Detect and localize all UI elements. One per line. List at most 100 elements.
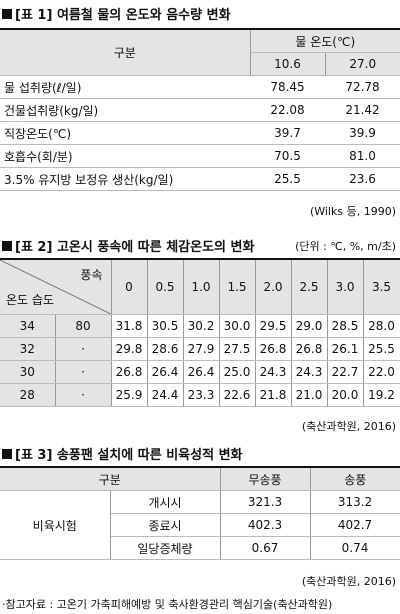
cell: 25.9: [111, 383, 148, 407]
cell: ·: [55, 383, 112, 407]
header-cell: 구분: [0, 29, 251, 76]
cell: 30.2: [183, 314, 220, 338]
cell: 21.0: [291, 383, 328, 407]
cell: 22.7: [327, 360, 364, 384]
cell: 31.8: [111, 314, 148, 338]
cell: 22.0: [363, 360, 400, 384]
cell: 402.3: [220, 513, 311, 537]
cell: 29.5: [255, 314, 292, 338]
header-cell: 송풍: [310, 467, 400, 491]
cell: 27.9: [183, 337, 220, 361]
header-row: 10.6 27.0: [0, 52, 400, 76]
cell: 26.4: [183, 360, 220, 384]
cell: 26.8: [255, 337, 292, 361]
cell: 건물섭취량(kg/일): [0, 98, 250, 122]
cell: 종료시: [110, 513, 221, 537]
row: 호흡수(회/분) 70.5 81.0: [0, 144, 400, 168]
cell: 26.4: [147, 360, 184, 384]
bullet: [2, 240, 12, 251]
cell: 22.08: [250, 98, 325, 122]
cell: 70.5: [250, 144, 325, 168]
row: 비육시험 개시시 321.3 313.2: [0, 490, 400, 560]
source: (Wilks 등, 1990): [309, 205, 396, 218]
row: 30 · 26.8 26.4 26.4 25.0 24.3 24.3 22.7 22.0: [0, 360, 400, 384]
cell: 24.4: [147, 383, 184, 407]
table: 구분 물 온도(℃) 10.6 27.0 물 섭취량(ℓ/일) 78.45 72.78 건물섭…: [0, 28, 400, 191]
header-cell: 10.6: [250, 52, 326, 76]
header-cell: 3.5: [363, 259, 400, 315]
table-title-row: [표 1] 여름철 물의 온도와 음수량 변화: [2, 4, 231, 23]
cell: 78.45: [250, 75, 325, 99]
cell: 26.1: [327, 337, 364, 361]
header-row: 구분 물 온도(℃): [0, 29, 400, 76]
header-cell: 27.0: [325, 52, 400, 76]
bullet: [2, 448, 12, 459]
header-label: 온도 습도: [6, 293, 54, 307]
cell: 0.67: [220, 536, 311, 560]
cell: 402.7: [310, 513, 400, 537]
cell: 30.0: [219, 314, 256, 338]
cell: 28.5: [327, 314, 364, 338]
header-label: 풍속: [80, 268, 103, 282]
cell: 39.9: [325, 121, 400, 145]
cell: 81.0: [325, 144, 400, 168]
cell: 21.42: [325, 98, 400, 122]
cell: 24.3: [291, 360, 328, 384]
header-cell: 3.0: [327, 259, 364, 315]
cell: 24.3: [255, 360, 292, 384]
cell: 23.6: [325, 167, 400, 191]
cell: 27.5: [219, 337, 256, 361]
cell: ·: [55, 337, 112, 361]
table-title: [표 2] 고온시 풍속에 따른 체감온도의 변화: [15, 240, 255, 255]
table: 구분 무송풍 송풍 비육시험 개시시 321.3 313.2 종료시 402.3 402.7 일당증…: [0, 466, 400, 560]
cell: 호흡수(회/분): [0, 144, 250, 168]
header-row: 구분 무송풍 송풍: [0, 467, 400, 491]
row: 일당증체량 0.67 0.74: [0, 536, 400, 560]
header-cell: 2.5: [291, 259, 328, 315]
cell: 29.8: [111, 337, 148, 361]
cell: 25.0: [219, 360, 256, 384]
cell: 23.3: [183, 383, 220, 407]
table-title-row: [표 2] 고온시 풍속에 따른 체감온도의 변화: [2, 236, 254, 255]
cell: 321.3: [220, 490, 311, 514]
row: 건물섭취량(kg/일) 22.08 21.42: [0, 98, 400, 122]
cell: 26.8: [291, 337, 328, 361]
row: 34 80 31.8 30.5 30.2 30.0 29.5 29.0 28.5 28.0: [0, 314, 400, 338]
cell: 물 섭취량(ℓ/일): [0, 75, 250, 99]
unit: (단위 : ℃, %, m/초): [295, 240, 396, 253]
cell: 0.74: [310, 536, 400, 560]
cell: 직장온도(℃): [0, 121, 250, 145]
cell: ·: [55, 360, 112, 384]
cell: 313.2: [310, 490, 400, 514]
header-cell: 무송풍: [220, 467, 311, 491]
cell: 80: [55, 314, 112, 338]
row: 물 섭취량(ℓ/일) 78.45 72.78: [0, 75, 400, 99]
group-cell: 비육시험: [0, 490, 111, 560]
row: 직장온도(℃) 39.7 39.9: [0, 121, 400, 145]
row: 32 · 29.8 28.6 27.9 27.5 26.8 26.8 26.1 25.5: [0, 337, 400, 361]
cell: 39.7: [250, 121, 325, 145]
header-cell: 0.5: [147, 259, 184, 315]
cell: 25.5: [363, 337, 400, 361]
row: 28 · 25.9 24.4 23.3 22.6 21.8 21.0 20.0 19.2: [0, 383, 400, 407]
header-cell: 0: [111, 259, 148, 315]
cell: 개시시: [110, 490, 221, 514]
diagonal: [0, 260, 111, 314]
cell: 일당증체량: [110, 536, 221, 560]
table-title-row: [표 3] 송풍팬 설치에 따른 비육성적 변화: [2, 444, 242, 463]
cell: 3.5% 유지방 보정유 생산(kg/일): [0, 167, 250, 191]
cell: 28: [0, 383, 56, 407]
cell: 21.8: [255, 383, 292, 407]
cell: 34: [0, 314, 56, 338]
cell: 26.8: [111, 360, 148, 384]
cell: 30.5: [147, 314, 184, 338]
header-cell: 1.5: [219, 259, 256, 315]
bullet: [2, 8, 12, 19]
header-cell: 구분: [0, 467, 221, 491]
footnote: ·참고자료 : 고온기 가축피해예방 및 축사환경관리 핵심기술(축산과학원): [2, 598, 333, 611]
cell: 19.2: [363, 383, 400, 407]
cell: 22.6: [219, 383, 256, 407]
